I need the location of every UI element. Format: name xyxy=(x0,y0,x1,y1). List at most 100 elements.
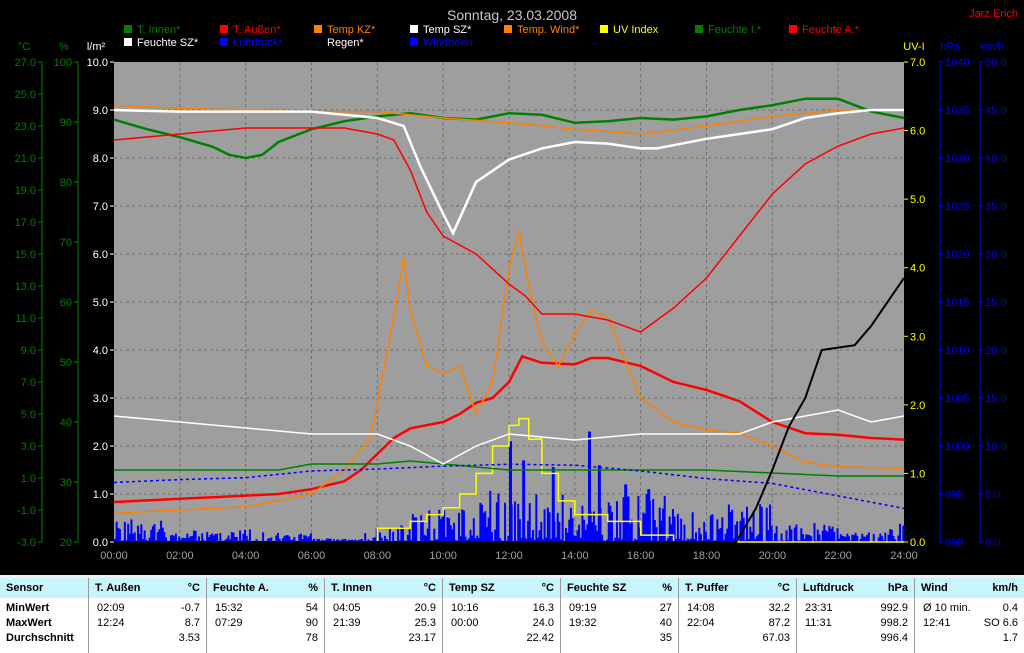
wind-gust-bar xyxy=(844,536,847,542)
wind-gust-bar xyxy=(165,537,168,542)
wind-gust-bar xyxy=(686,538,689,542)
stats-cell-value: 8.7 xyxy=(184,617,200,629)
stats-cell-value: 998.2 xyxy=(880,617,908,629)
wind-gust-bar xyxy=(161,527,164,542)
rain-tick-label: 8.0 xyxy=(93,153,108,165)
legend-swatch xyxy=(600,25,608,33)
wind-gust-bar xyxy=(856,535,859,542)
press-tick-label: 1040 xyxy=(945,57,969,69)
wind-gust-bar xyxy=(734,524,737,542)
wind-gust-bar xyxy=(354,539,357,542)
wind-gust-bar xyxy=(800,528,803,542)
stats-header xyxy=(207,578,324,598)
wind-gust-bar xyxy=(278,538,281,542)
wind-gust-bar xyxy=(652,498,655,542)
wind-gust-bar xyxy=(729,512,732,542)
series-line-t-au-en- xyxy=(113,354,905,504)
wind-gust-bar xyxy=(357,539,360,542)
wind-gust-bar xyxy=(548,512,551,542)
stats-table: Sensor MinWert MaxWert Durchschnitt T. Außen… xyxy=(0,578,1024,653)
hum-unit-label: % xyxy=(59,41,69,53)
temp-tick-label: 1.0 xyxy=(21,473,36,485)
stats-header-name: Wind xyxy=(921,582,948,594)
rain-tick-label: 5.0 xyxy=(93,297,108,309)
stats-header xyxy=(0,578,88,598)
stats-cell-value: 54 xyxy=(305,602,318,614)
wind-gust-bar xyxy=(884,532,887,542)
wind-gust-bar xyxy=(459,536,462,542)
wind-gust-bar xyxy=(620,539,623,542)
press-unit-label: hPa xyxy=(940,41,960,53)
wind-gust-bar xyxy=(601,534,604,542)
wind-gust-bar xyxy=(826,531,829,542)
temp-tick-label: 15.0 xyxy=(15,249,36,261)
wind-gust-bar xyxy=(744,540,747,542)
wind-gust-bar xyxy=(216,533,219,542)
wind-gust-bar xyxy=(624,484,628,542)
rain-tick-label: 9.0 xyxy=(93,105,108,117)
legend-swatch xyxy=(220,38,228,46)
wind-gust-bar xyxy=(532,529,535,542)
legend-label: Temp KZ* xyxy=(327,24,376,36)
wind-gust-bar xyxy=(892,536,895,542)
stats-cell-label: 02:09 xyxy=(97,602,125,614)
stats-header-name: Luftdruck xyxy=(803,582,854,594)
wind-gust-bar xyxy=(823,524,826,542)
wind-gust-bar xyxy=(188,537,191,542)
wind-gust-bar xyxy=(439,519,442,542)
wind-gust-bar xyxy=(662,508,665,542)
wind-gust-bar xyxy=(433,528,436,542)
wind-gust-bar xyxy=(699,533,702,542)
stats-cell-value: 20.9 xyxy=(414,602,436,614)
stats-header xyxy=(89,578,206,598)
press-tick-label: 1035 xyxy=(945,105,969,117)
wind-gust-bar xyxy=(291,539,294,542)
wind-gust-bar xyxy=(169,535,172,542)
wind-gust-bar xyxy=(555,537,558,542)
wind-gust-bar xyxy=(634,538,637,542)
wind-gust-bar xyxy=(541,539,544,542)
wind-gust-bar xyxy=(197,536,200,542)
wind-gust-bar xyxy=(329,538,332,542)
legend: T. Innen* T. Außen* Temp KZ* Temp SZ* Temp. … xyxy=(124,24,860,49)
wind-gust-bar xyxy=(518,519,521,542)
wind-gust-bar xyxy=(151,526,154,542)
wind-gust-bar xyxy=(173,536,176,542)
wind-gust-bar xyxy=(757,534,760,542)
wind-gust-bar xyxy=(808,535,811,542)
wind-gust-bar xyxy=(752,511,755,542)
wind-gust-bar xyxy=(214,533,217,542)
series-line-feuchte-i- xyxy=(114,460,904,477)
wind-gust-bar xyxy=(267,538,270,542)
stats-cell-value: 22.42 xyxy=(526,632,554,644)
stats-cell-value: 40 xyxy=(659,617,672,629)
rain-unit-label: l/m² xyxy=(87,41,106,53)
wind-tick-label: 5.0 xyxy=(985,489,1000,501)
wind-gust-bar xyxy=(453,522,456,542)
wind-gust-bar xyxy=(716,519,719,542)
temp-tick-label: 23.0 xyxy=(15,121,36,133)
wind-gust-bar xyxy=(546,507,549,542)
wind-gust-bar xyxy=(186,533,189,542)
wind-gust-bar xyxy=(351,539,353,542)
temp-tick-label: 25.0 xyxy=(15,89,36,101)
hum-tick-label: 40 xyxy=(60,417,72,429)
wind-gust-bar xyxy=(191,535,194,542)
wind-gust-bar xyxy=(709,515,712,542)
stats-header xyxy=(561,578,678,598)
wind-gust-bar xyxy=(838,538,841,542)
wind-gust-bar xyxy=(309,533,312,542)
wind-gust-bar xyxy=(137,525,140,542)
wind-gust-bar xyxy=(675,539,678,542)
wind-gust-bar xyxy=(584,529,587,542)
wind-gust-bar xyxy=(426,528,429,542)
legend-swatch xyxy=(410,25,418,33)
wind-gust-bar xyxy=(571,517,574,542)
stats-cell-label: 12:24 xyxy=(97,617,125,629)
wind-gust-bar xyxy=(773,533,776,542)
wind-gust-bar xyxy=(564,528,567,542)
wind-gust-bar xyxy=(321,539,324,542)
wind-gust-bar xyxy=(851,534,854,542)
wind-gust-bar xyxy=(560,539,563,542)
wind-gust-bar xyxy=(209,534,212,542)
